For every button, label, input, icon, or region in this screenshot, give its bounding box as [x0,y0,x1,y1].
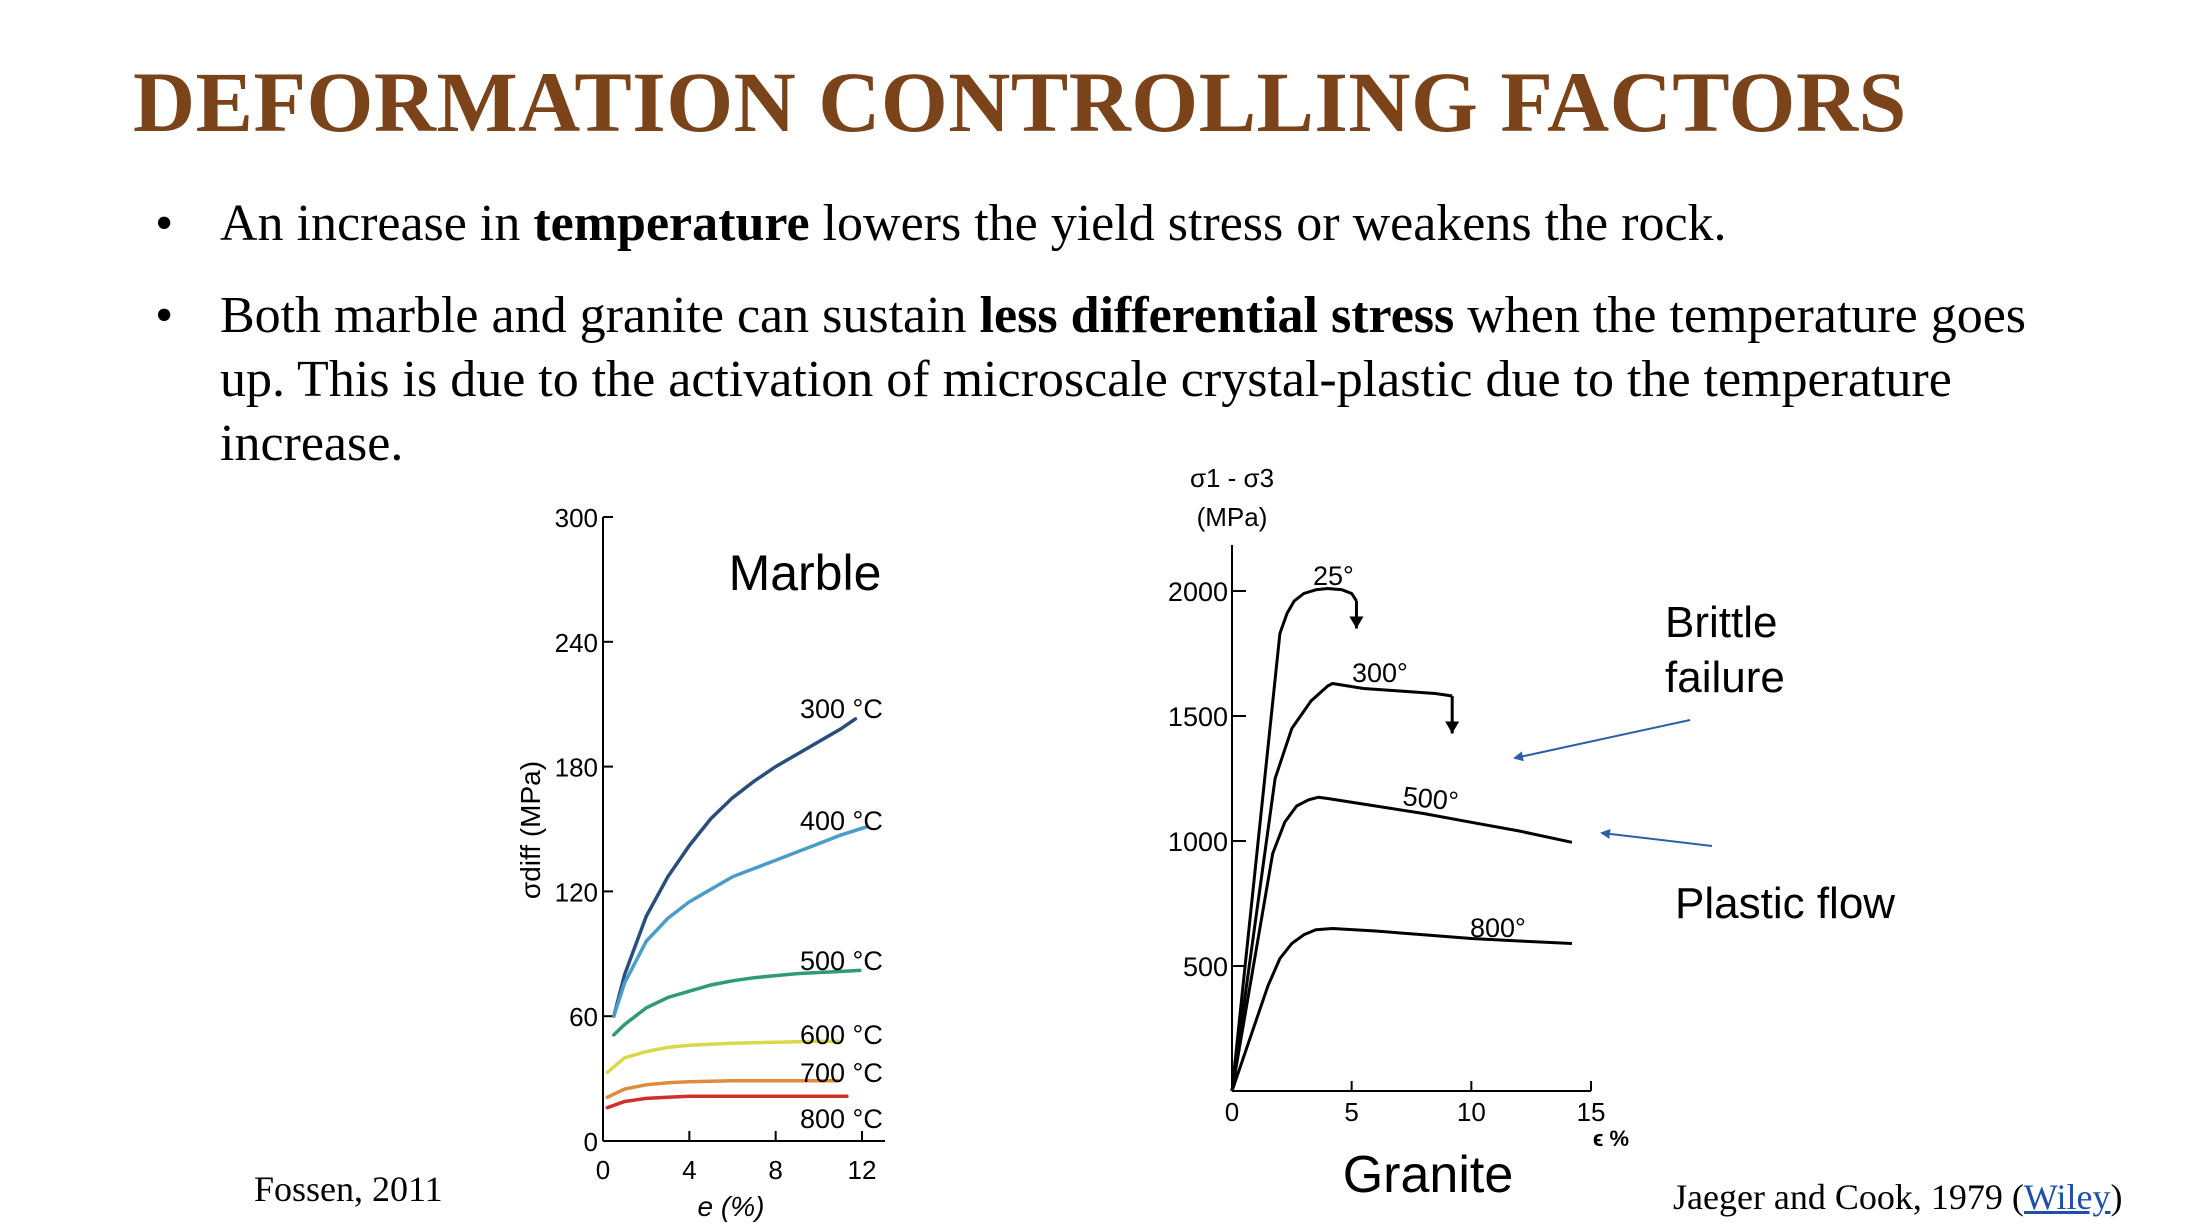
marble-x-label: e (%) [698,1191,765,1222]
granite-x-tick-label: 15 [1577,1097,1606,1127]
granite-y-tick-label: 1000 [1168,827,1228,857]
granite-x-tick-label: 5 [1344,1097,1358,1127]
marble-series-line [605,1078,841,1100]
marble-series-line [612,825,869,1018]
plastic-arrow [1600,828,1713,847]
fossen-source: Fossen, 2011 [254,1169,443,1209]
marble-series-label: 700 °C [800,1058,883,1088]
marble-y-tick-label: 0 [584,1127,598,1157]
marble-series-line [612,968,862,1037]
bullet-dot-icon: • [155,195,174,252]
granite-y-tick-label: 1500 [1168,702,1228,732]
granite-series-label: 500° [1401,781,1460,817]
granite-series-line [1230,795,1573,1092]
bullet-dot-icon: • [155,287,174,344]
marble-series-label: 600 °C [800,1020,883,1050]
marble-series-label: 500 °C [800,946,883,976]
granite-y-tick-label: 2000 [1168,577,1228,607]
marble-y-tick-label: 240 [555,628,598,658]
brittle-label-line1: Brittle [1665,598,1777,647]
marble-y-tick-label: 180 [555,753,598,783]
granite-series-line [1230,587,1358,1092]
marble-series-label: 800 °C [800,1104,883,1134]
granite-x-tick-label: 10 [1457,1097,1486,1127]
bullet-text: Both marble and granite can sustain less… [220,287,2027,472]
jaeger-source-text: Jaeger and Cook, 1979 ( [1673,1177,2024,1217]
slide-title: DEFORMATION CONTROLLING FACTORS [133,54,1907,150]
marble-title: Marble [729,545,882,601]
jaeger-source: Jaeger and Cook, 1979 (Wiley) [1673,1176,2122,1218]
marble-series-label: 300 °C [800,694,883,724]
granite-y-label-unit: (MPa) [1197,502,1268,532]
marble-y-tick-label: 120 [555,877,598,907]
granite-y-tick-label: 500 [1183,952,1228,982]
wiley-link[interactable]: Wiley [2023,1177,2111,1217]
marble-series-line [605,1039,841,1075]
bullet-text: An increase in temperature lowers the yi… [220,195,1727,252]
bullet-item: • Both marble and granite can sustain le… [150,284,2050,476]
marble-y-label: σdiff (MPa) [515,761,546,899]
plastic-flow-label: Plastic flow [1675,879,1895,928]
granite-x-label: ϵ % [1593,1126,1629,1151]
marble-series-line [612,717,858,1018]
marble-x-tick-label: 0 [596,1155,610,1185]
marble-x-tick-label: 12 [848,1155,877,1185]
marble-x-tick-label: 4 [682,1155,696,1185]
marble-x-tick-label: 8 [768,1155,782,1185]
brittle-arrow [1513,719,1691,762]
marble-y-tick-label: 60 [569,1002,598,1032]
jaeger-source-end: ) [2110,1177,2123,1217]
granite-series-label: 25° [1313,561,1354,591]
bullet-item: • An increase in temperature lowers the … [150,192,2050,256]
granite-title: Granite [1343,1146,1514,1204]
marble-series-line [605,1094,849,1110]
granite-series-line [1230,927,1572,1092]
brittle-label-line2: failure [1665,653,1785,702]
granite-x-tick-label: 0 [1225,1097,1239,1127]
marble-y-tick-label: 300 [555,503,598,533]
granite-series-label: 300° [1352,658,1408,688]
granite-y-label-stress: σ1 - σ3 [1190,463,1274,493]
marble-series-label: 400 °C [800,806,883,836]
bullet-list: • An increase in temperature lowers the … [150,192,2050,504]
granite-series-label: 800° [1470,913,1526,943]
granite-series-line [1230,682,1453,1092]
